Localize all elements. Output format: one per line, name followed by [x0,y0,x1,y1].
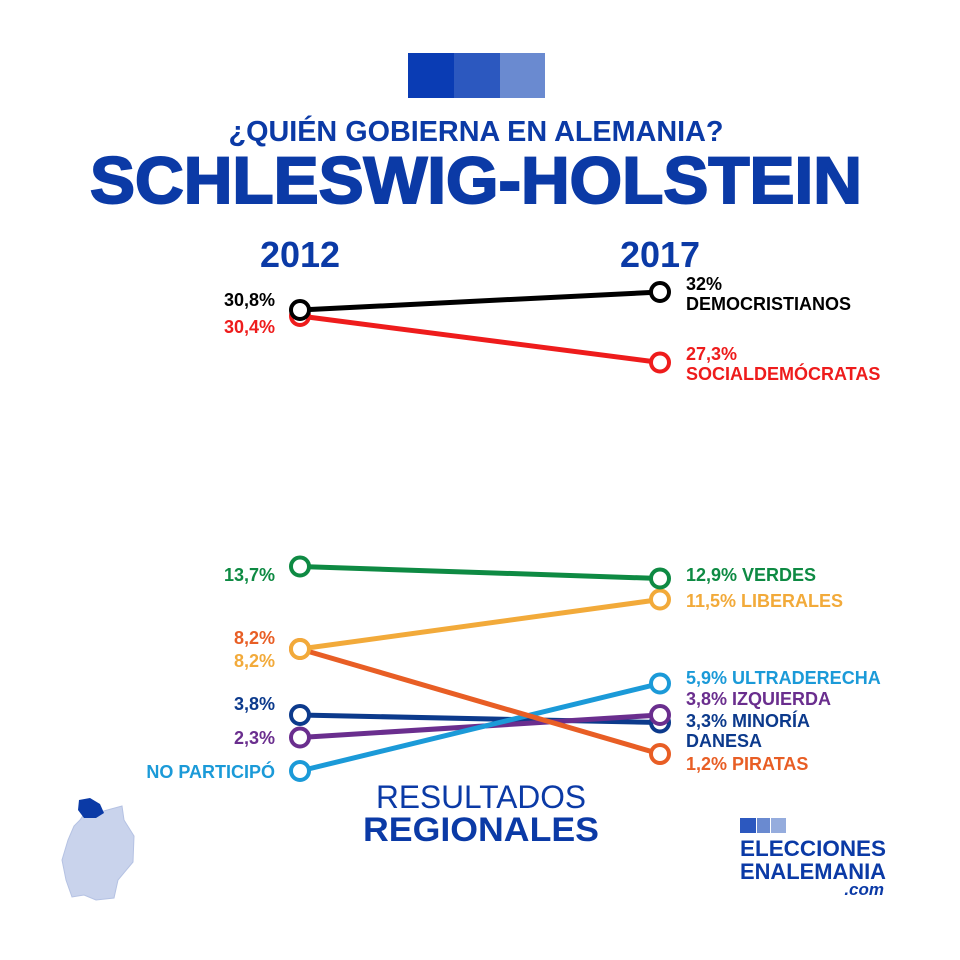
right-label: 32% [686,274,722,294]
point-2012 [289,704,311,726]
series-socialdem-cratas: 30,4% 27,3%SOCIALDEMÓCRATAS [224,305,880,384]
right-label: DEMOCRISTIANOS [686,294,851,314]
page-title: SCHLESWIG-HOLSTEIN [90,143,862,217]
left-label: 8,2% [234,628,275,648]
footer-line-1: RESULTADOS [376,779,586,815]
left-label: 8,2% [234,651,275,671]
year-label-2017: 2017 [620,234,700,275]
header-color-bars [408,53,545,98]
germany-shape [61,805,135,901]
slope-line [299,564,661,581]
right-label: 27,3% [686,344,737,364]
left-label: 3,8% [234,694,275,714]
point-2012 [289,299,311,321]
right-label: 11,5% LIBERALES [686,591,843,611]
point-2017 [649,704,671,726]
point-2017 [649,588,671,611]
series-ultraderecha: NO PARTICIPÓ 5,9% ULTRADERECHA [146,668,881,782]
left-label: NO PARTICIPÓ [146,761,275,782]
series-democristianos: 30,8% 32%DEMOCRISTIANOS [224,274,851,321]
point-2012 [289,555,311,578]
slope-line [299,313,661,365]
series-liberales: 8,2% 11,5% LIBERALES [234,588,843,671]
slope-line [299,597,661,652]
footer-line-2: REGIONALES [363,811,599,849]
point-2017 [649,567,671,590]
right-label: 5,9% ULTRADERECHA [686,668,881,688]
header-bar-1 [408,53,454,98]
germany-map [61,798,135,901]
slope-line [299,646,661,757]
right-label: 1,2% PIRATAS [686,754,808,774]
series-verdes: 13,7% 12,9% VERDES [224,555,816,590]
point-2017 [649,672,671,695]
right-label: SOCIALDEMÓCRATAS [686,363,880,384]
logo-bar-3 [771,818,786,833]
header-bar-3 [500,53,545,98]
logo-line-3: .com [844,880,884,899]
point-2017 [649,351,671,374]
logo-bar-1 [740,818,756,833]
point-2017 [649,281,671,303]
right-label: 3,3% MINORÍA [686,710,810,731]
logo-line-2: ENALEMANIA [740,859,886,884]
point-2017 [649,743,671,765]
point-2012 [289,760,311,782]
left-label: 30,4% [224,317,275,337]
header-subtitle: ¿QUIÉN GOBIERNA EN ALEMANIA? [229,114,724,148]
logo-bar-2 [757,818,770,833]
year-label-2012: 2012 [260,234,340,275]
left-label: 30,8% [224,290,275,310]
header-bar-2 [454,53,500,98]
point-2012 [289,726,311,749]
point-2012 [289,638,311,660]
slope-line [299,681,661,774]
slope-line [299,289,661,313]
right-label: DANESA [686,731,762,751]
logo-line-1: ELECCIONES [740,836,886,861]
right-label: 12,9% VERDES [686,565,816,585]
logo: ELECCIONES ENALEMANIA .com [740,818,886,899]
right-label: 3,8% IZQUIERDA [686,689,831,709]
left-label: 13,7% [224,565,275,585]
schleswig-holstein-highlight [78,798,104,818]
left-label: 2,3% [234,728,275,748]
